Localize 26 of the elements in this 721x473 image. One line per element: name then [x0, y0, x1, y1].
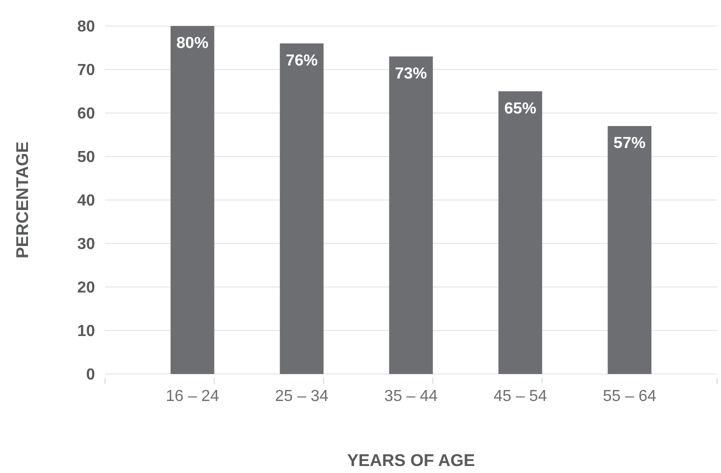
x-tick-label: 55 – 64	[602, 388, 656, 405]
bar	[170, 26, 214, 374]
x-tick-label: 25 – 34	[275, 388, 329, 405]
y-tick-label: 0	[86, 366, 96, 384]
y-tick-label: 80	[77, 18, 96, 36]
bar	[280, 43, 324, 374]
bar	[608, 126, 652, 374]
data-label: 65%	[504, 100, 536, 118]
y-tick-label: 30	[77, 236, 96, 254]
x-tick-label: 45 – 54	[494, 388, 548, 405]
y-tick-label: 20	[77, 280, 96, 297]
bar	[498, 91, 542, 374]
bar	[389, 56, 433, 374]
data-label: 80%	[176, 35, 208, 52]
data-label: 76%	[286, 52, 318, 70]
y-axis-title: PERCENTAGE	[13, 142, 32, 258]
y-tick-label: 50	[77, 149, 96, 166]
data-label: 73%	[394, 65, 428, 82]
y-tick-label: 70	[77, 62, 96, 80]
y-tick-label: 10	[77, 323, 96, 340]
y-tick-label: 60	[77, 106, 96, 123]
y-tick-label: 40	[77, 192, 96, 210]
x-axis-title: YEARS OF AGE	[347, 451, 475, 470]
x-tick-label: 16 – 24	[166, 388, 220, 405]
data-label: 57%	[614, 135, 646, 152]
x-tick-label: 35 – 44	[384, 388, 438, 405]
